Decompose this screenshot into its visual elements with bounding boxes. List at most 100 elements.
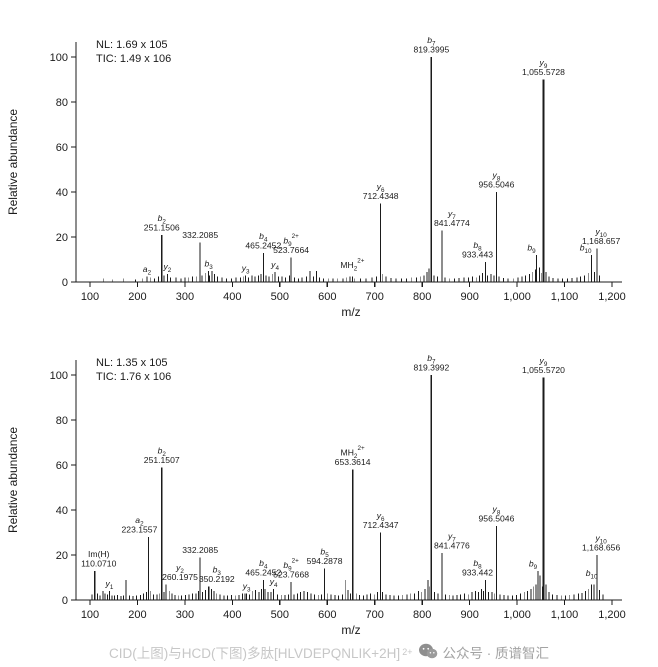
tick-labels: 0 20 40 60 80 100 100 200 300 400 500 600 700 800 900 1… [50,52,626,303]
svg-text:819.3992: 819.3992 [413,363,449,373]
svg-text:b3: b3 [213,565,222,578]
svg-text:y10: y10 [594,226,607,239]
svg-text:b7: b7 [427,35,436,48]
svg-text:b2: b2 [158,445,167,458]
svg-text:b5: b5 [320,547,329,560]
svg-text:20: 20 [56,232,68,244]
cid-spectrum-plot: 0 20 40 60 80 100 100 200 300 400 500 600 700 800 900 1… [6,35,626,318]
svg-text:b4: b4 [259,558,268,571]
svg-text:b2: b2 [158,213,167,226]
svg-text:500: 500 [271,291,289,303]
svg-text:100: 100 [50,370,68,382]
svg-text:100: 100 [81,291,99,303]
svg-text:600: 600 [318,291,336,303]
svg-text:500: 500 [271,609,289,621]
svg-text:200: 200 [128,291,146,303]
svg-text:332.2085: 332.2085 [182,545,218,555]
svg-text:a2: a2 [143,264,152,277]
svg-text:900: 900 [460,291,478,303]
y-axis-label: Relative abundance [6,427,20,533]
svg-text:110.0710: 110.0710 [81,558,116,568]
svg-text:800: 800 [413,291,431,303]
svg-text:0: 0 [62,277,68,289]
svg-text:b9: b9 [529,558,538,571]
svg-text:y7: y7 [447,208,456,221]
svg-text:712.4347: 712.4347 [363,520,399,530]
x-axis-label: m/z [341,305,360,318]
svg-text:260.1975: 260.1975 [162,572,198,582]
svg-text:y8: y8 [492,504,501,517]
svg-text:841.4774: 841.4774 [434,218,470,228]
svg-text:TIC: 1.49 x 106: TIC: 1.49 x 106 [96,53,171,65]
svg-text:523.7664: 523.7664 [273,245,309,255]
hcd-spectrum-panel: 0 20 40 60 80 100 100 200 300 400 500 600 700 800 900 1… [0,318,658,636]
svg-text:1,100: 1,100 [551,291,579,303]
y-axis-label: Relative abundance [6,109,20,215]
minor-peaks [102,267,601,282]
hcd-spectrum-plot: 0 20 40 60 80 100 100 200 300 400 500 600 700 800 900 1… [6,353,626,636]
svg-text:y9: y9 [539,355,548,368]
svg-text:251.1507: 251.1507 [144,455,180,465]
labeled-peaks [94,375,598,600]
svg-text:933.442: 933.442 [462,567,493,577]
labeled-peaks [146,57,598,282]
svg-text:1,100: 1,100 [551,609,579,621]
svg-text:1,000: 1,000 [503,609,531,621]
svg-text:900: 900 [460,609,478,621]
svg-text:TIC: 1.76 x 106: TIC: 1.76 x 106 [96,371,171,383]
svg-text:80: 80 [56,97,68,109]
watermark: 公众号 · 质谱智汇 [418,642,549,662]
svg-text:350.2192: 350.2192 [199,574,235,584]
nl-tic-annotation: NL: 1.69 x 105 TIC: 1.49 x 106 [96,39,171,65]
svg-text:y9: y9 [539,58,548,71]
svg-text:y2: y2 [162,262,171,275]
svg-text:653.3614: 653.3614 [335,457,371,467]
svg-text:b8: b8 [473,240,482,253]
nl-tic-annotation: NL: 1.35 x 105 TIC: 1.76 x 106 [96,357,171,383]
svg-text:0: 0 [62,595,68,607]
svg-text:1,168.656: 1,168.656 [582,543,620,553]
svg-text:y6: y6 [376,181,385,194]
svg-text:956.5046: 956.5046 [479,180,515,190]
caption-text: CID(上图)与HCD(下图)多肽[HLVDEPQNLIK+2H] [109,645,401,661]
svg-text:465.2452: 465.2452 [245,240,281,250]
axes [71,360,622,605]
svg-text:100: 100 [81,609,99,621]
svg-text:y8: y8 [492,170,501,183]
cid-spectrum-panel: 0 20 40 60 80 100 100 200 300 400 500 600 700 800 900 1… [0,0,658,318]
svg-text:y10: y10 [594,533,607,546]
svg-text:465.2452: 465.2452 [245,567,281,577]
svg-text:80: 80 [56,415,68,427]
svg-text:1,168.657: 1,168.657 [582,236,620,246]
svg-text:712.4348: 712.4348 [363,191,399,201]
svg-text:b7: b7 [427,353,436,366]
svg-text:Im(H): Im(H) [88,549,110,559]
svg-text:1,055.5728: 1,055.5728 [522,67,565,77]
svg-text:1,055.5720: 1,055.5720 [522,365,565,375]
svg-text:819.3995: 819.3995 [413,45,449,55]
svg-text:NL: 1.35 x 105: NL: 1.35 x 105 [96,357,168,369]
minor-peaks [91,575,604,600]
svg-text:b92+: b92+ [283,233,299,248]
watermark-text: 公众号 · 质谱智汇 [442,645,549,661]
svg-text:251.1506: 251.1506 [144,222,180,232]
svg-text:400: 400 [223,609,241,621]
svg-text:400: 400 [223,291,241,303]
caption: CID(上图)与HCD(下图)多肽[HLVDEPQNLIK+2H] 2+ 公众号 … [0,636,658,667]
svg-text:y6: y6 [376,511,385,524]
svg-text:b8: b8 [473,558,482,571]
svg-text:933.443: 933.443 [462,249,493,259]
axes [71,42,622,287]
svg-text:y3: y3 [242,581,251,594]
svg-text:200: 200 [128,609,146,621]
svg-text:40: 40 [56,187,68,199]
svg-text:40: 40 [56,505,68,517]
svg-text:b10: b10 [586,568,598,581]
svg-text:y4: y4 [269,576,278,589]
svg-text:300: 300 [176,291,194,303]
svg-text:800: 800 [413,609,431,621]
svg-text:y3: y3 [241,263,250,276]
svg-text:NL: 1.69 x 105: NL: 1.69 x 105 [96,39,168,51]
